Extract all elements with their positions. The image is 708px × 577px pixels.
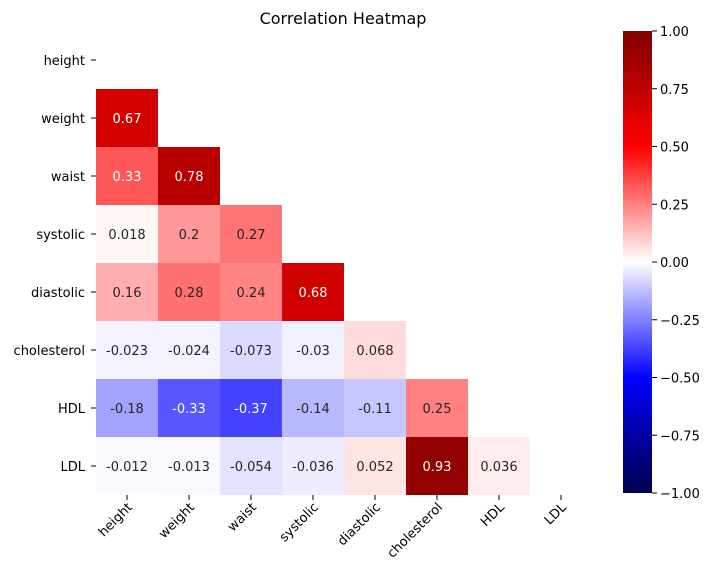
- heatmap-cell-hdl-systolic: [282, 379, 344, 437]
- chart-title: Correlation Heatmap: [260, 9, 427, 28]
- heatmap-cell-ldl-cholesterol: [406, 437, 468, 495]
- colorbar-tick-label: −0.25: [660, 314, 700, 329]
- heatmap-cell-cholesterol-weight: [158, 321, 220, 379]
- heatmap-cell-ldl-diastolic: [344, 437, 406, 495]
- cell-value-label: 0.28: [175, 286, 204, 301]
- heatmap-cell-ldl-systolic: [282, 437, 344, 495]
- cell-value-label: -0.012: [106, 460, 148, 475]
- x-tick-label-ldl: LDL: [542, 500, 570, 528]
- heatmap-cell-hdl-weight: [158, 379, 220, 437]
- cell-value-label: 0.68: [299, 286, 328, 301]
- colorbar-tick-label: −0.75: [660, 429, 700, 444]
- cell-value-label: 0.67: [113, 112, 142, 127]
- y-tick-label-waist: waist: [51, 170, 85, 185]
- heatmap-cell-diastolic-height: [96, 263, 158, 321]
- y-tick-label-systolic: systolic: [36, 228, 85, 243]
- cell-value-label: -0.14: [296, 402, 330, 417]
- colorbar-tick-label: 0.75: [660, 83, 689, 98]
- heatmap-cell-ldl-hdl: [468, 437, 530, 495]
- x-tick-label-hdl: HDL: [478, 500, 508, 530]
- colorbar-gradient-bar: [623, 31, 652, 493]
- cell-value-label: -0.18: [110, 402, 144, 417]
- cell-value-label: -0.036: [292, 460, 334, 475]
- x-tick-label-cholesterol: cholesterol: [385, 500, 446, 561]
- x-tick-label-systolic: systolic: [277, 500, 322, 545]
- y-tick-label-diastolic: diastolic: [31, 286, 85, 301]
- y-tick-label-hdl: HDL: [58, 402, 86, 417]
- heatmap-cell-ldl-waist: [220, 437, 282, 495]
- cell-value-label: -0.023: [106, 344, 148, 359]
- heatmap-cell-hdl-height: [96, 379, 158, 437]
- x-tick-label-diastolic: diastolic: [335, 500, 384, 549]
- cell-value-label: 0.33: [113, 170, 142, 185]
- cell-value-label: 0.068: [356, 344, 393, 359]
- cell-value-label: 0.036: [480, 460, 517, 475]
- x-tick-label-waist: waist: [225, 500, 260, 535]
- cell-value-label: -0.03: [296, 344, 330, 359]
- cell-value-label: -0.11: [358, 402, 392, 417]
- cell-value-label: -0.024: [168, 344, 210, 359]
- x-tick-label-height: height: [96, 500, 136, 540]
- y-axis-tick-labels: height weight waist systolic diastolic choles…: [14, 54, 96, 475]
- cell-value-label: 0.27: [237, 228, 266, 243]
- x-axis-tick-labels: height weight waist systolic diastolic choles…: [96, 495, 570, 561]
- heatmap-cell-waist-weight: [158, 147, 220, 205]
- heatmap-cell-cholesterol-waist: [220, 321, 282, 379]
- colorbar-tick-label: 1.00: [660, 25, 689, 40]
- cell-value-label: 0.16: [113, 286, 142, 301]
- y-tick-label-weight: weight: [41, 112, 85, 127]
- y-tick-label-height: height: [44, 54, 85, 69]
- heatmap-cell-hdl-cholesterol: [406, 379, 468, 437]
- colorbar-tick-label: −1.00: [660, 487, 700, 502]
- x-tick-label-weight: weight: [156, 500, 198, 542]
- cell-value-label: -0.054: [230, 460, 272, 475]
- cell-value-label: 0.78: [175, 170, 204, 185]
- heatmap-cell-hdl-diastolic: [344, 379, 406, 437]
- heatmap-cell-hdl-waist: [220, 379, 282, 437]
- cell-value-label: -0.33: [172, 402, 206, 417]
- cell-value-label: 0.018: [108, 228, 145, 243]
- cell-value-label: 0.93: [423, 460, 452, 475]
- cell-value-label: 0.2: [179, 228, 200, 243]
- heatmap-cell-diastolic-weight: [158, 263, 220, 321]
- colorbar: 1.00 0.75 0.50 0.25 0.00 −0.25 −0.50 −0.75 −1.00: [623, 25, 700, 502]
- heatmap-cell-systolic-height: [96, 205, 158, 263]
- cell-value-label: -0.073: [230, 344, 272, 359]
- heatmap-cell-systolic-waist: [220, 205, 282, 263]
- heatmap-cell-weight-height: [96, 89, 158, 147]
- colorbar-tick-label: −0.50: [660, 372, 700, 387]
- y-tick-label-ldl: LDL: [61, 460, 86, 475]
- heatmap-cell-ldl-height: [96, 437, 158, 495]
- heatmap-cell-diastolic-waist: [220, 263, 282, 321]
- y-tick-label-cholesterol: cholesterol: [14, 344, 85, 359]
- heatmap-cell-cholesterol-systolic: [282, 321, 344, 379]
- cell-value-label: 0.24: [237, 286, 266, 301]
- cell-value-label: -0.013: [168, 460, 210, 475]
- heatmap-cell-cholesterol-diastolic: [344, 321, 406, 379]
- heatmap-cell-systolic-weight: [158, 205, 220, 263]
- heatmap-cell-cholesterol-height: [96, 321, 158, 379]
- heatmap-cell-ldl-weight: [158, 437, 220, 495]
- cell-value-label: -0.37: [234, 402, 268, 417]
- cell-value-label: 0.25: [423, 402, 452, 417]
- heatmap-cell-waist-height: [96, 147, 158, 205]
- heatmap-cells: 0.67 0.33 0.78 0.018 0.2 0.27 0.16 0.28 0.24 0.68…: [96, 89, 530, 495]
- colorbar-ticks: 1.00 0.75 0.50 0.25 0.00 −0.25 −0.50 −0.75 −1.00: [652, 25, 700, 502]
- colorbar-tick-label: 0.25: [660, 198, 689, 213]
- heatmap-cell-diastolic-systolic: [282, 263, 344, 321]
- colorbar-tick-label: 0.50: [660, 141, 689, 156]
- cell-value-label: 0.052: [356, 460, 393, 475]
- colorbar-tick-label: 0.00: [660, 256, 689, 271]
